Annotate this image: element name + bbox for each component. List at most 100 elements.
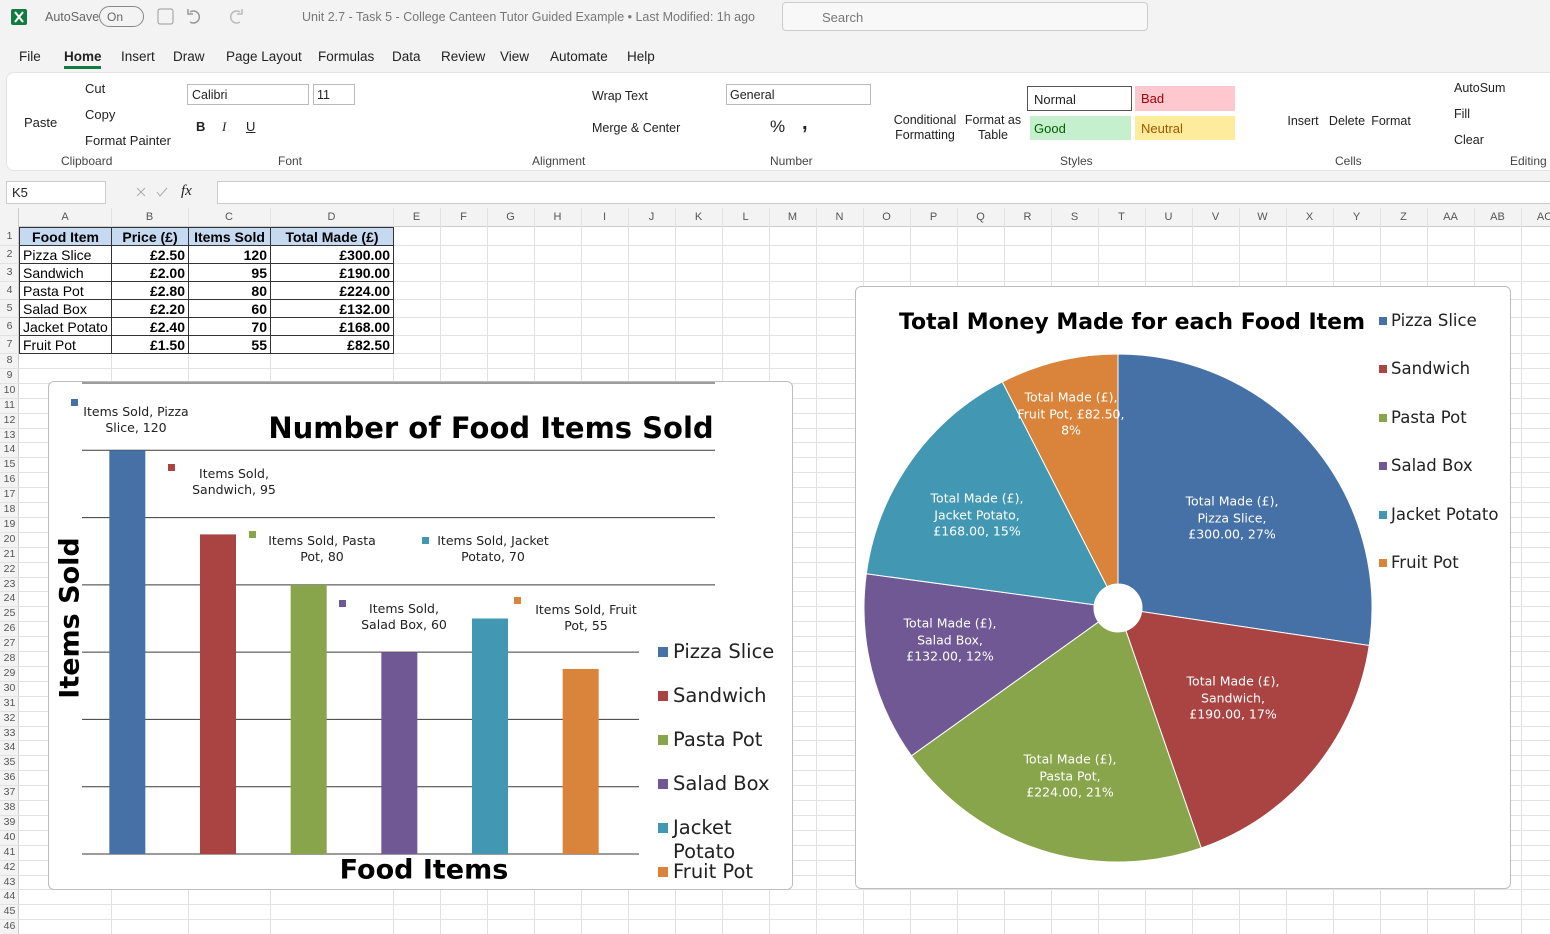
data-label-key <box>249 531 256 538</box>
legend-label: Fruit Pot <box>1391 553 1459 572</box>
row-header: 31 <box>3 696 16 709</box>
style-normal[interactable]: Normal <box>1027 86 1132 111</box>
row-header: 6 <box>6 320 13 332</box>
fx-button[interactable]: fx <box>181 183 192 199</box>
italic-button[interactable]: I <box>222 119 227 134</box>
font-size-box[interactable] <box>313 84 355 105</box>
row-header: 4 <box>6 284 13 296</box>
row-header: 28 <box>3 652 16 664</box>
table-cell: Pasta Pot <box>19 281 112 300</box>
paste-button[interactable]: Paste <box>24 115 58 130</box>
conditional-formatting-button[interactable]: Conditional Formatting <box>893 113 957 142</box>
column-header: AA <box>1443 211 1458 223</box>
group-label: Editing <box>1510 154 1547 168</box>
row-header: 34 <box>3 741 16 754</box>
legend-label: Jacket Potato <box>673 816 736 863</box>
number-format-box[interactable] <box>726 84 871 105</box>
ribbon-tab[interactable]: View <box>500 49 530 64</box>
delete-cells-button[interactable]: Delete <box>1328 114 1366 128</box>
data-label: Total Made (£), Pizza Slice, £300.00, 27… <box>1185 493 1279 542</box>
row-header: 35 <box>3 756 16 769</box>
name-box[interactable] <box>6 181 106 204</box>
data-label: Total Made (£), Salad Box, £132.00, 12% <box>903 615 997 664</box>
active-tab-underline <box>64 66 101 69</box>
legend-key <box>1379 365 1387 374</box>
table-cell: £2.00 <box>111 263 189 282</box>
cut-button[interactable]: Cut <box>85 81 106 96</box>
format-painter-button[interactable]: Format Painter <box>85 133 171 148</box>
row-header: 20 <box>3 532 16 545</box>
ribbon-tab[interactable]: Page Layout <box>226 49 302 64</box>
comma-button[interactable]: , <box>802 112 808 134</box>
table-cell: Price (£) <box>111 227 189 246</box>
grid-line <box>0 919 1550 921</box>
row-header: 12 <box>3 413 16 426</box>
data-label: Items Sold, Pasta Pot, 80 <box>268 533 376 564</box>
bold-button[interactable]: B <box>196 119 206 134</box>
doughnut-chart[interactable]: Total Money Made for each Food Item Tota… <box>855 286 1511 889</box>
percent-button[interactable]: % <box>770 117 786 136</box>
legend-key <box>658 691 668 701</box>
bar <box>290 584 327 854</box>
wrap-text-button[interactable]: Wrap Text <box>592 89 648 103</box>
font-name: Calibri <box>192 88 228 102</box>
style-bad[interactable]: Bad <box>1135 86 1235 111</box>
table-cell: 120 <box>188 245 271 264</box>
row-header: 46 <box>3 920 16 933</box>
format-as-table-button[interactable]: Format as Table <box>964 113 1022 142</box>
table-cell: Jacket Potato <box>19 317 112 336</box>
table-cell: Food Item <box>19 227 112 246</box>
table-cell: £1.50 <box>111 335 189 354</box>
ribbon-tab[interactable]: Draw <box>173 49 205 64</box>
row-header: 16 <box>3 473 16 486</box>
format-cells-button[interactable]: Format <box>1371 114 1411 128</box>
legend-key <box>1379 413 1387 422</box>
search-box[interactable] <box>782 2 1148 31</box>
row-header: 19 <box>3 517 16 530</box>
table-cell: £300.00 <box>270 245 394 264</box>
ribbon-tab[interactable]: Data <box>392 49 421 64</box>
bar-chart[interactable]: Number of Food Items Sold Food Items Ite… <box>48 381 793 890</box>
autosave-toggle[interactable] <box>99 6 144 27</box>
merge-center-button[interactable]: Merge & Center <box>592 121 681 135</box>
chart-title: Total Money Made for each Food Item <box>899 310 1365 335</box>
underline-button[interactable]: U <box>246 119 256 134</box>
ribbon-tab[interactable]: Help <box>627 49 655 64</box>
autosum-button[interactable]: AutoSum <box>1454 81 1506 95</box>
ribbon-tab[interactable]: Formulas <box>318 49 375 64</box>
doughnut-slice <box>1125 610 1370 849</box>
table-cell: Items Sold <box>188 227 271 246</box>
formula-input[interactable] <box>217 181 1550 204</box>
row-header: 18 <box>3 503 16 515</box>
search-placeholder: Search <box>822 10 864 25</box>
ribbon-tab[interactable]: Insert <box>121 49 155 64</box>
table-cell: Fruit Pot <box>19 335 112 354</box>
fill-button[interactable]: Fill <box>1454 107 1470 121</box>
data-label-key <box>514 597 521 604</box>
legend-key <box>658 823 668 833</box>
ribbon-tab[interactable]: Review <box>441 49 486 64</box>
column-header: F <box>460 211 467 223</box>
legend-label: Pasta Pot <box>673 728 763 751</box>
clear-button[interactable]: Clear <box>1454 133 1484 147</box>
copy-button[interactable]: Copy <box>85 107 116 122</box>
font-name-box[interactable] <box>187 84 309 105</box>
legend-label: Fruit Pot <box>673 860 754 883</box>
grid-line <box>0 367 1550 369</box>
style-neutral[interactable]: Neutral <box>1135 116 1235 140</box>
column-header: X <box>1305 211 1314 223</box>
ribbon-tab[interactable]: Automate <box>550 49 608 64</box>
document-title: Unit 2.7 - Task 5 - College Canteen Tuto… <box>302 10 756 24</box>
ribbon-tab[interactable]: File <box>19 49 41 64</box>
row-header: 27 <box>3 637 16 650</box>
insert-cells-button[interactable]: Insert <box>1287 114 1319 128</box>
group-label: Number <box>770 154 813 168</box>
legend-key <box>1379 510 1387 519</box>
style-good[interactable]: Good <box>1030 116 1131 140</box>
column-header: G <box>506 211 515 223</box>
column-header: H <box>553 211 562 223</box>
doughnut-slice <box>1001 353 1119 588</box>
ribbon-tab[interactable]: Home <box>64 49 102 64</box>
legend-key <box>1379 559 1387 567</box>
